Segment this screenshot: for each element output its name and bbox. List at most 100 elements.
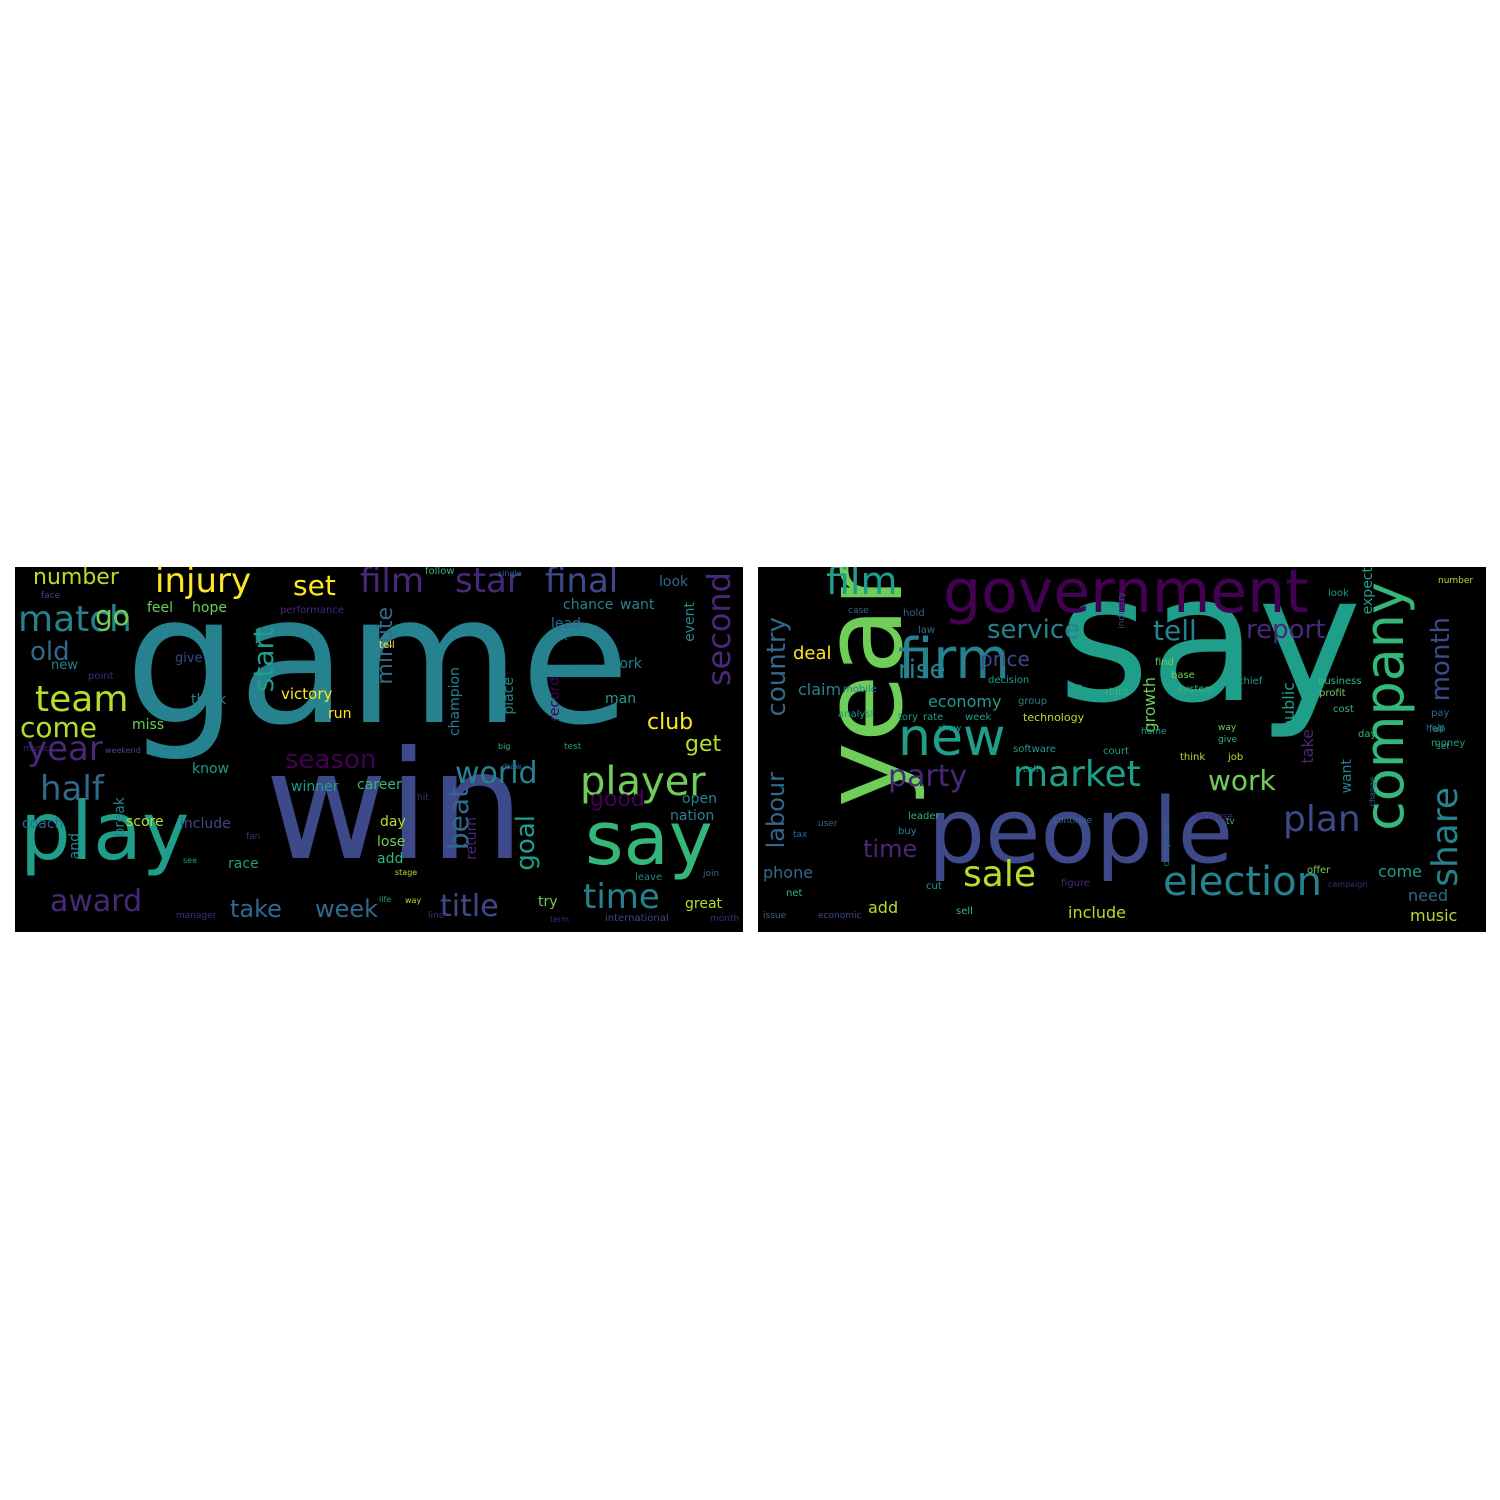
word-cloud-news: say year people government firm company new ele… (758, 567, 1486, 932)
cloud-word-offer: offer (1307, 865, 1331, 876)
cloud-word-point: point (88, 671, 114, 682)
cloud-word-chief: chief (1238, 676, 1263, 687)
cloud-word-club: club (647, 710, 694, 735)
cloud-word-week: week (315, 895, 379, 923)
cloud-word-race: race (228, 856, 259, 872)
cloud-word-week: week (965, 712, 992, 723)
cloud-word-issue: issue (763, 911, 787, 921)
cloud-word-plan: plan (1283, 799, 1361, 840)
cloud-word-know: know (192, 761, 229, 777)
cloud-word-second: second (700, 572, 738, 687)
cloud-word-title: title (440, 889, 499, 924)
cloud-word-film: film (360, 567, 424, 601)
cloud-word-term: term (550, 915, 569, 924)
cloud-word-lose: lose (377, 834, 406, 850)
cloud-word-world: world (455, 756, 538, 791)
cloud-word-season: season (285, 745, 377, 775)
cloud-word-price: price (980, 647, 1030, 671)
word-cloud-sport: game win play say player match team injury film s… (15, 567, 743, 932)
cloud-word-give: give (175, 651, 203, 666)
cloud-word-win: win (265, 720, 525, 894)
cloud-word-feel: feel (147, 600, 174, 616)
cloud-word-return: return (464, 817, 480, 860)
cloud-word-group: group (1018, 696, 1048, 707)
cloud-word-month: month (710, 914, 740, 924)
cloud-word-music: music (23, 744, 50, 754)
cloud-word-economy: economy (928, 692, 1002, 711)
cloud-word-tax: tax (793, 830, 808, 840)
cloud-word-software: software (1013, 744, 1056, 755)
cloud-word-want: want (620, 597, 655, 613)
cloud-word-break: break (112, 797, 128, 837)
cloud-word-music: music (1410, 906, 1458, 925)
cloud-word-show: show (938, 724, 962, 734)
cloud-word-report: report (1246, 615, 1326, 645)
cloud-word-join: join (703, 869, 720, 879)
cloud-word-technology: technology (1023, 711, 1085, 724)
cloud-word-number: number (33, 567, 119, 590)
cloud-word-increase: increase (1195, 812, 1233, 822)
cloud-word-record: record (547, 677, 563, 722)
cloud-word-place: place (501, 677, 517, 715)
cloud-word-victory: victory (281, 685, 333, 703)
cloud-word-say: say (585, 796, 713, 882)
cloud-word-work: work (1208, 764, 1276, 797)
cloud-word-new: new (898, 708, 1006, 768)
cloud-word-change: change (1368, 777, 1377, 807)
cloud-word-party: party (888, 759, 968, 794)
cloud-word-film: film (826, 567, 898, 603)
cloud-word-get: get (685, 732, 722, 757)
cloud-word-buy: buy (898, 826, 917, 837)
cloud-word-want: want (1339, 759, 1355, 794)
cloud-word-single: single (498, 569, 522, 578)
cloud-word-run: run (328, 706, 352, 722)
cloud-word-tv: tv (1226, 817, 1235, 827)
cloud-word-deal: deal (793, 643, 832, 664)
cloud-word-case: case (848, 606, 869, 616)
cloud-word-score: score (126, 814, 164, 830)
cloud-word-chance: chance (563, 597, 614, 613)
cloud-word-think: think (1180, 752, 1206, 763)
cloud-word-set: set (1436, 742, 1450, 752)
cloud-word-include: include (180, 816, 231, 832)
cloud-word-find: find (1155, 657, 1174, 668)
cloud-word-user: user (818, 819, 838, 829)
cloud-word-decision: decision (988, 675, 1030, 686)
cloud-word-sale: sale (963, 854, 1036, 895)
cloud-word-money: money (1431, 738, 1466, 749)
cloud-word-draw: draw (502, 762, 522, 771)
cloud-word-great: great (685, 896, 723, 912)
cloud-word-add: add (377, 851, 404, 867)
cloud-word-home: home (1141, 727, 1167, 737)
cloud-word-law: law (918, 625, 936, 636)
cloud-word-year: year (27, 729, 103, 769)
cloud-word-labour: labour (762, 772, 790, 849)
cloud-word-go: go (1070, 682, 1083, 693)
cloud-word-tell: tell (1153, 614, 1197, 647)
cloud-word-economic: economic (818, 911, 862, 921)
cloud-word-final: final (545, 567, 619, 601)
cloud-word-come: come (1378, 862, 1423, 881)
cloud-word-old: old (30, 637, 70, 667)
cloud-word-sell: sell (956, 906, 973, 917)
cloud-word-face: face (41, 591, 61, 601)
cloud-word-miss: miss (132, 717, 165, 733)
cloud-word-share: share (1425, 787, 1466, 887)
cloud-word-public: public (1279, 682, 1298, 731)
cloud-word-rise: rise (898, 655, 946, 685)
cloud-word-player: player (580, 759, 706, 805)
cloud-word-time: time (583, 877, 660, 917)
cloud-word-award: award (50, 884, 143, 919)
cloud-word-help: help (1426, 724, 1446, 734)
cloud-word-set: set (293, 569, 336, 602)
cloud-word-rate: rate (923, 712, 944, 723)
cloud-word-figure: figure (1061, 878, 1091, 889)
cloud-word-growth: growth (1140, 677, 1159, 733)
cloud-word-job: job (1228, 752, 1244, 763)
cloud-word-time: time (863, 835, 918, 863)
cloud-word-phone: phone (763, 863, 814, 882)
cloud-word-day: day (1358, 729, 1377, 740)
cloud-word-hope: hope (192, 600, 227, 616)
cloud-word-lot: lot (556, 633, 568, 643)
cloud-word-line: line (428, 911, 445, 921)
